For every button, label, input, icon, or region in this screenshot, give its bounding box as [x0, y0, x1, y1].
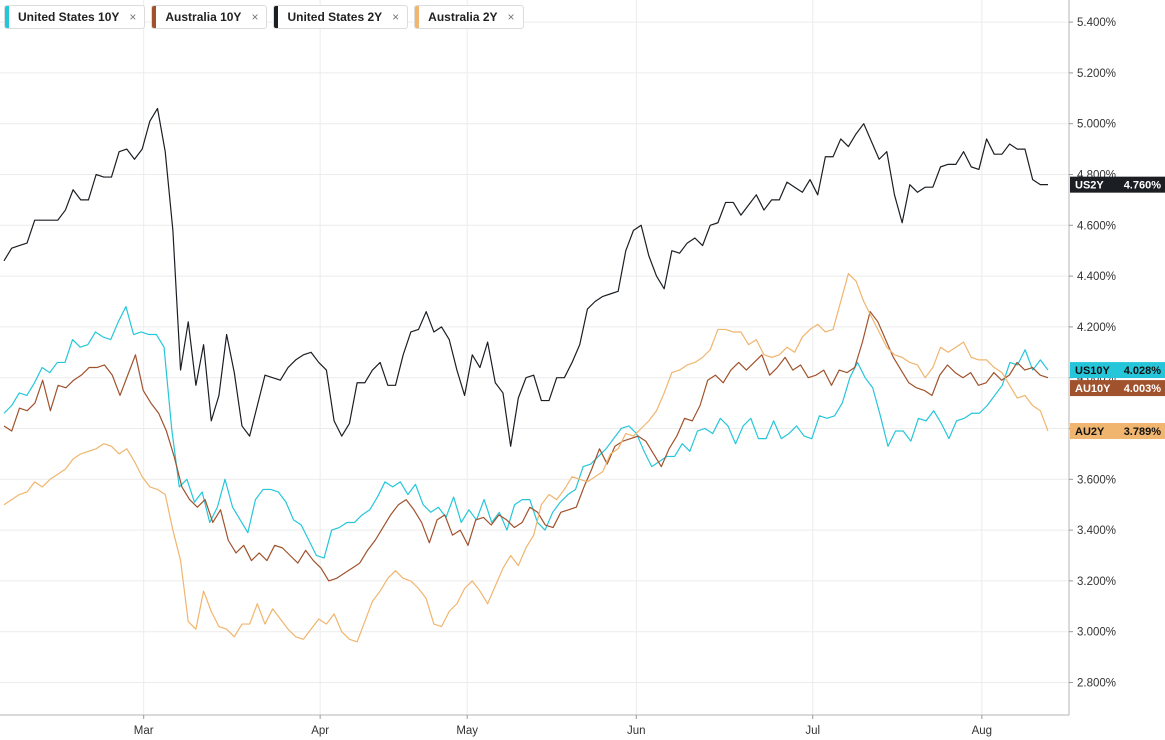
x-axis-ticks: Mar Apr May Jun Jul Aug [134, 715, 992, 737]
legend-chip-au10y[interactable]: Australia 10Y × [151, 5, 268, 29]
axes [0, 0, 1070, 716]
y-tick-label: 3.600% [1077, 474, 1116, 486]
y-tick-label: 4.200% [1077, 322, 1116, 334]
x-tick-label: Apr [311, 725, 329, 737]
legend-label-us2y: United States 2Y [287, 10, 383, 24]
legend-swatch-us2y [274, 6, 279, 28]
legend-label-au10y: Australia 10Y [165, 10, 242, 24]
y-tick-label: 3.200% [1077, 576, 1116, 588]
series-line-us10y [3, 305, 1049, 559]
badge-last-value: 4.760% [1124, 180, 1162, 192]
close-icon[interactable]: × [251, 10, 259, 24]
badge-au2y: AU2Y 3.789% [1070, 423, 1165, 440]
legend-label-au2y: Australia 2Y [428, 10, 498, 24]
y-axis-ticks: 2.800%3.000%3.200%3.400%3.600%3.800%4.00… [1069, 17, 1116, 689]
last-value-badges: US2Y 4.760% US10Y 4.028% AU10Y 4.003% AU2Y 3.78… [1070, 176, 1165, 440]
badge-background [1070, 176, 1165, 193]
legend-chip-us2y[interactable]: United States 2Y × [273, 5, 409, 29]
y-tick-label: 3.000% [1077, 627, 1116, 639]
y-tick-label: 4.600% [1077, 220, 1116, 232]
badge-last-value: 4.028% [1124, 365, 1162, 377]
close-icon[interactable]: × [129, 10, 137, 24]
legend-label-us10y: United States 10Y [18, 10, 120, 24]
x-tick-label: Aug [972, 725, 992, 737]
badge-us10y: US10Y 4.028% [1070, 362, 1165, 379]
x-tick-label: May [456, 725, 478, 737]
badge-background [1070, 380, 1165, 397]
y-tick-label: 5.200% [1077, 68, 1116, 80]
legend-swatch-au10y [152, 6, 157, 28]
legend-swatch-us10y [5, 6, 9, 28]
badge-background [1070, 423, 1165, 440]
legend-chip-au2y[interactable]: Australia 2Y × [414, 5, 524, 29]
badge-series-name: US2Y [1075, 180, 1104, 192]
y-tick-label: 5.400% [1077, 17, 1116, 29]
series-line-us2y [3, 107, 1048, 447]
y-tick-label: 5.000% [1077, 119, 1116, 131]
series-lines [3, 107, 1049, 643]
legend: United States 10Y × Australia 10Y × Unit… [4, 5, 524, 29]
legend-swatch-au2y [415, 6, 420, 28]
close-icon[interactable]: × [507, 10, 515, 24]
x-tick-label: Mar [134, 725, 154, 737]
series-line-au10y [3, 311, 1049, 582]
legend-chip-us10y[interactable]: United States 10Y × [4, 5, 146, 29]
badge-last-value: 4.003% [1124, 383, 1162, 395]
y-tick-label: 3.400% [1077, 525, 1116, 537]
x-tick-label: Jul [805, 725, 820, 737]
badge-au10y: AU10Y 4.003% [1070, 380, 1165, 397]
x-tick-label: Jun [627, 725, 646, 737]
y-tick-label: 2.800% [1077, 677, 1116, 689]
series-line-au2y [3, 272, 1049, 643]
badge-series-name: AU10Y [1075, 383, 1111, 395]
badge-series-name: AU2Y [1075, 426, 1105, 438]
badge-last-value: 3.789% [1124, 426, 1162, 438]
badge-series-name: US10Y [1075, 365, 1111, 377]
close-icon[interactable]: × [392, 10, 400, 24]
badge-us2y: US2Y 4.760% [1070, 176, 1165, 193]
badge-background [1070, 362, 1165, 379]
grid-lines [0, 0, 1069, 715]
y-tick-label: 4.400% [1077, 271, 1116, 283]
